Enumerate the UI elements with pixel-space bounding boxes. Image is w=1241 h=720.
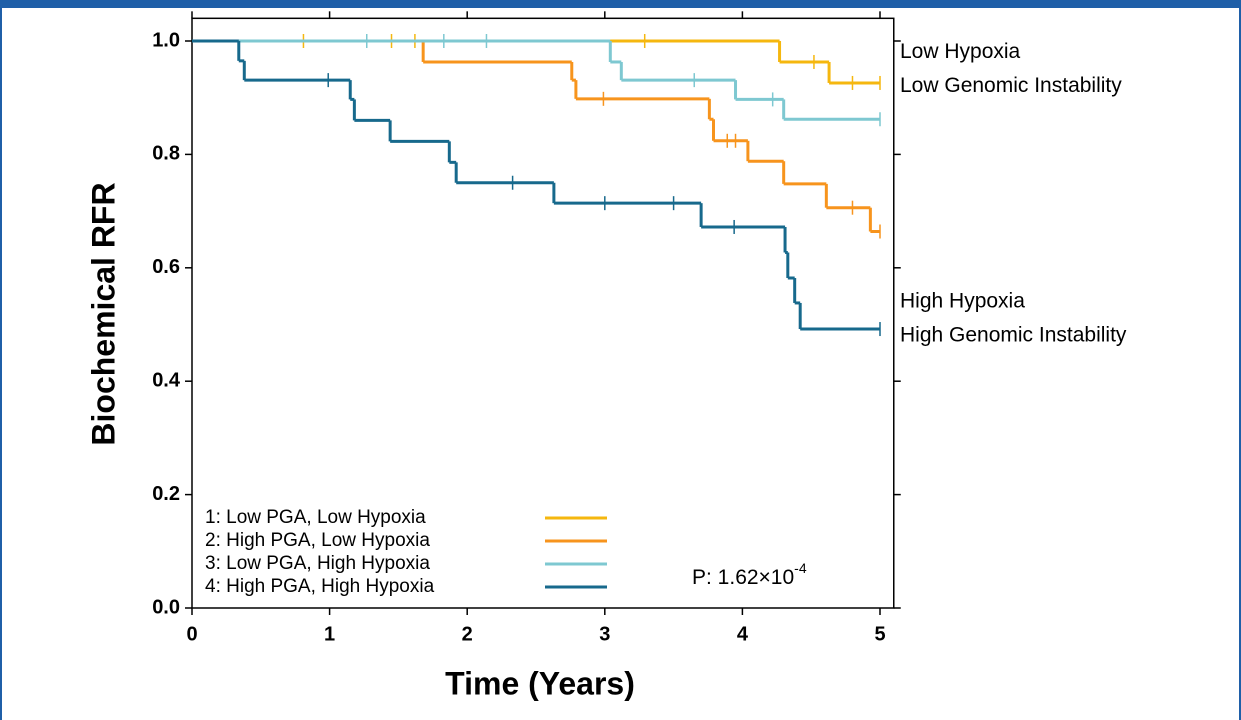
p-value: P: 1.62×10-4 — [692, 560, 807, 589]
y-tick-label: 0.8 — [152, 143, 180, 165]
x-tick-label: 1 — [324, 623, 335, 645]
side-label: Low Genomic Instability — [900, 74, 1122, 97]
x-tick-label: 3 — [599, 623, 610, 645]
legend-label: 2: High PGA, Low Hypoxia — [205, 530, 430, 551]
y-tick-label: 0.2 — [152, 483, 180, 505]
x-tick-label: 5 — [874, 623, 885, 645]
right-border — [1239, 0, 1241, 720]
x-tick-label: 0 — [186, 623, 197, 645]
x-tick-label: 4 — [737, 623, 749, 645]
left-border — [0, 0, 2, 720]
y-tick-label: 1.0 — [152, 29, 180, 51]
x-tick-label: 2 — [462, 623, 473, 645]
x-axis-title: Time (Years) — [445, 665, 635, 701]
survival-curve — [192, 39, 881, 337]
legend-label: 3: Low PGA, High Hypoxia — [205, 553, 430, 574]
legend-label: 1: Low PGA, Low Hypoxia — [205, 507, 426, 528]
y-tick-label: 0.4 — [152, 369, 181, 391]
y-axis-title: Biochemical RFR — [85, 182, 121, 445]
p-value-text: P: 1.62×10 — [692, 566, 794, 589]
side-label: High Hypoxia — [900, 290, 1025, 313]
legend-label: 4: High PGA, High Hypoxia — [205, 576, 435, 597]
survival-curve — [192, 34, 881, 127]
survival-curve — [192, 39, 881, 239]
side-label: Low Hypoxia — [900, 40, 1021, 63]
y-tick-label: 0.6 — [152, 256, 180, 278]
p-value-exponent: -4 — [794, 560, 807, 576]
y-tick-label: 0.0 — [152, 596, 180, 618]
plot-frame — [191, 17, 895, 609]
side-label: High Genomic Instability — [900, 324, 1127, 347]
top-bar — [0, 0, 1241, 8]
